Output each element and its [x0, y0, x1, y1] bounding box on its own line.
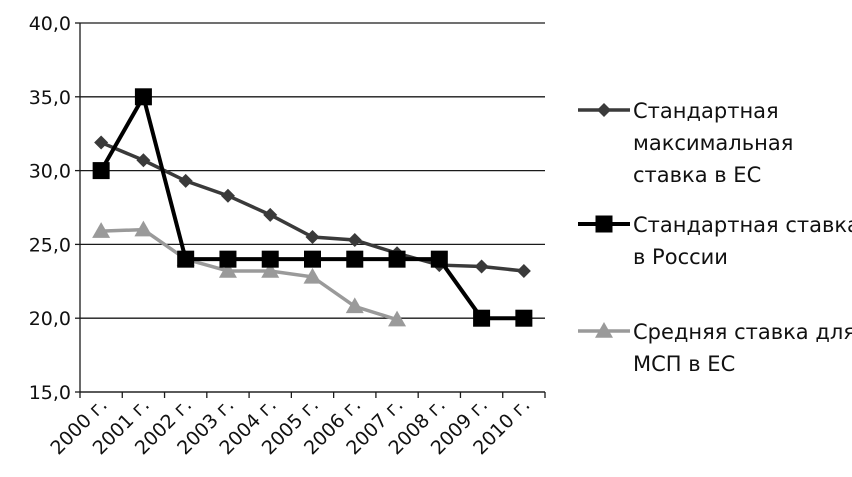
data-point	[430, 250, 448, 268]
gridlines	[80, 22, 545, 393]
y-tick-label: 35,0	[29, 87, 71, 109]
data-point	[516, 263, 531, 278]
data-point	[388, 250, 406, 268]
legend-label: МСП в ЕС	[633, 352, 735, 376]
data-point	[345, 297, 364, 314]
legend-label: Средняя ставка для	[633, 320, 852, 344]
data-point	[92, 222, 111, 238]
y-tick-label: 20,0	[29, 308, 71, 330]
y-tick-label: 25,0	[29, 234, 71, 256]
y-tick-label: 15,0	[29, 382, 71, 404]
data-point	[346, 250, 364, 268]
data-point	[261, 250, 279, 268]
data-point	[178, 173, 193, 188]
series-2	[92, 88, 533, 327]
data-point	[388, 310, 407, 327]
series-layer	[92, 88, 533, 327]
data-point	[94, 135, 109, 150]
legend-item-1: Стандартная максимальная ставка в ЕС	[578, 99, 793, 187]
data-point	[305, 230, 320, 245]
legend-label: Стандартная ставка	[633, 213, 852, 237]
data-point	[220, 188, 235, 203]
data-point	[304, 250, 321, 268]
legend-label: в России	[633, 245, 728, 269]
data-point	[92, 162, 110, 180]
y-tick-label: 40,0	[29, 13, 71, 35]
data-point	[347, 232, 362, 247]
series-1	[94, 135, 531, 278]
data-point	[177, 250, 195, 268]
data-point	[474, 259, 489, 274]
data-point	[218, 261, 237, 278]
series-line	[99, 91, 524, 321]
data-point	[134, 88, 152, 106]
data-point	[136, 153, 151, 168]
legend-marker	[597, 103, 611, 117]
data-point	[261, 261, 280, 278]
legend-marker	[595, 322, 613, 338]
data-point	[303, 267, 322, 284]
legend-item-3: Средняя ставка для МСП в ЕС	[578, 320, 852, 376]
data-point	[473, 309, 491, 327]
legend-item-2: Стандартная ставка в России	[578, 213, 852, 269]
legend-label: максимальная	[633, 131, 793, 155]
y-axis: 15,0 20,0 25,0 30,0 35,0 40,0	[29, 13, 81, 404]
legend-marker	[595, 215, 613, 233]
series-3	[92, 220, 407, 327]
data-point	[219, 250, 237, 268]
legend-label: ставка в ЕС	[633, 163, 761, 187]
x-axis: 2000 г.2001 г.2002 г.2003 г.2004 г.2005 …	[46, 391, 546, 459]
y-tick-label: 30,0	[29, 161, 71, 183]
data-point	[263, 207, 278, 222]
legend-label: Стандартная	[633, 99, 779, 123]
data-point	[134, 220, 153, 237]
data-point	[515, 309, 533, 327]
